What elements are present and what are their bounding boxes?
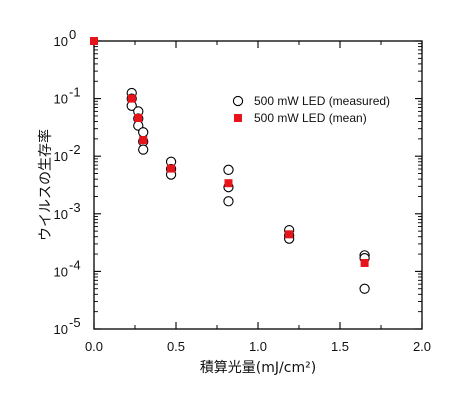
y-tick-exponent: -2 <box>69 142 81 157</box>
y-tick-exponent: -5 <box>69 315 81 330</box>
mean-point <box>285 230 294 239</box>
x-tick-label: 1.5 <box>331 339 349 354</box>
data-points <box>90 37 370 294</box>
axis-ticks <box>93 40 423 330</box>
x-tick-label: 0.0 <box>85 339 103 354</box>
y-axis-label: ウイルスの生存率 <box>37 129 54 241</box>
legend: 500 mW LED (measured) 500 mW LED (mean) <box>232 94 390 125</box>
plot-frame <box>93 40 423 330</box>
measured-point <box>223 196 234 207</box>
legend-measured-marker <box>232 95 244 107</box>
x-tick-label: 0.5 <box>167 339 185 354</box>
measured-point <box>138 144 149 155</box>
y-tick-label: 10 <box>54 34 68 49</box>
legend-measured-label: 500 mW LED (measured) <box>254 94 390 108</box>
y-tick-label: 10 <box>54 92 68 107</box>
measured-point <box>138 127 149 138</box>
y-tick-label: 10 <box>54 322 68 337</box>
y-tick-label: 10 <box>54 207 68 222</box>
x-axis-label: 積算光量(mJ/cm²) <box>200 360 316 376</box>
y-tick-exponent: -1 <box>69 85 81 100</box>
y-tick-exponent: 0 <box>69 27 76 42</box>
y-tick-label: 10 <box>54 264 68 279</box>
x-tick-labels: 0.0 0.5 1.0 1.5 2.0 <box>85 339 431 354</box>
mean-point <box>360 258 369 267</box>
mean-point <box>90 37 98 45</box>
mean-point <box>167 164 176 173</box>
measured-point <box>359 283 370 294</box>
mean-point <box>224 179 233 188</box>
y-tick-label: 10 <box>54 149 68 164</box>
legend-mean-marker <box>234 114 242 122</box>
mean-point <box>127 94 136 103</box>
legend-mean-label: 500 mW LED (mean) <box>254 111 367 125</box>
measured-point <box>223 164 234 175</box>
x-tick-label: 2.0 <box>413 339 431 354</box>
mean-point <box>139 136 148 145</box>
y-tick-exponent: -3 <box>69 200 81 215</box>
mean-point <box>134 114 143 123</box>
x-tick-label: 1.0 <box>249 339 267 354</box>
y-tick-exponent: -4 <box>69 257 81 272</box>
